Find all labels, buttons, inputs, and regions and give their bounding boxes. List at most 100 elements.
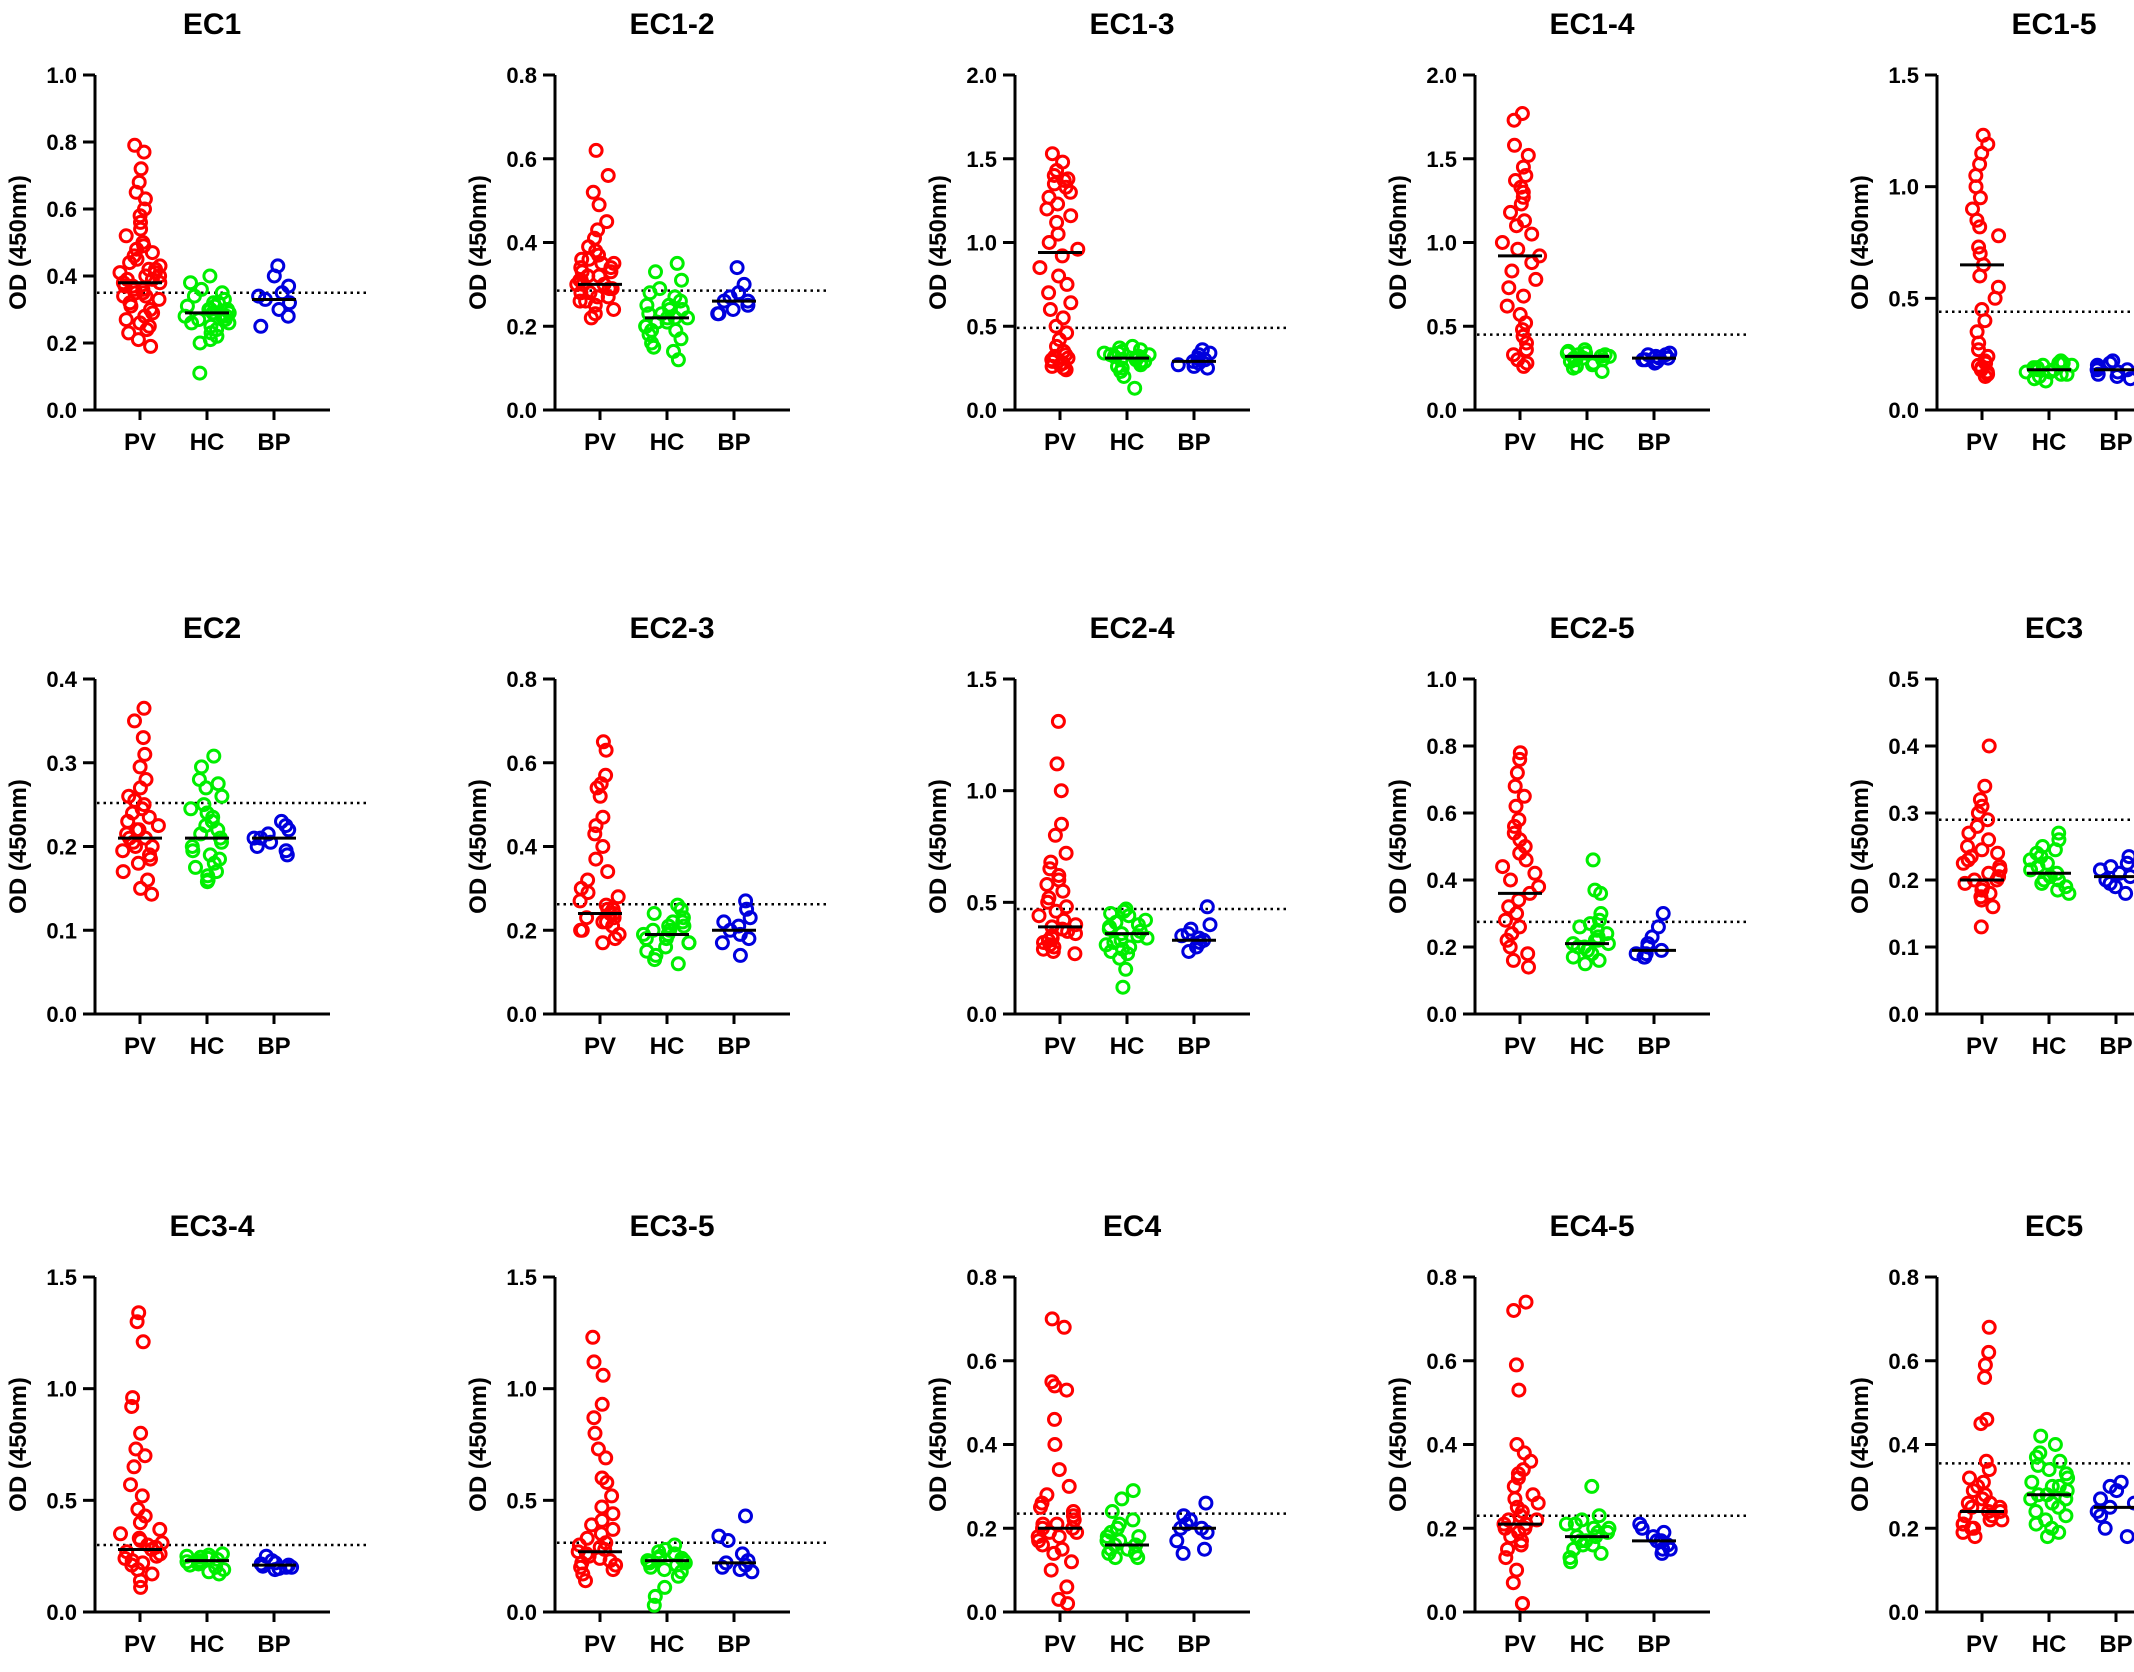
data-point-pv (1507, 1491, 1523, 1507)
data-point-pv (133, 221, 149, 237)
data-point-bp (744, 1564, 760, 1580)
data-point-pv (133, 161, 149, 177)
y-tick-label: 0.2 (506, 918, 537, 943)
data-point-hc (658, 931, 674, 947)
x-tick-label: PV (1044, 1631, 1076, 1658)
data-point-pv (1051, 268, 1067, 284)
chart-title: EC1-4 (1549, 8, 1634, 41)
x-tick-label: PV (1504, 429, 1536, 456)
chart-svg: EC2-4 OD (450nm) 0.0 0.5 1.0 1.5 PV HC BP (925, 612, 1290, 1060)
data-point-pv (1955, 855, 1971, 871)
data-point-pv (133, 214, 148, 230)
data-point-hc (1585, 852, 1601, 868)
chart-svg: EC1-3 OD (450nm) 0.0 0.5 1.0 1.5 2.0 PV HC BP (925, 8, 1290, 456)
data-point-hc (182, 1557, 198, 1573)
data-point-pv (1977, 313, 1993, 329)
data-point-pv (601, 281, 617, 297)
data-point-pv (1524, 226, 1540, 242)
data-point-hc (1565, 360, 1581, 376)
data-point-pv (1977, 778, 1993, 794)
chart-svg: EC4-5 OD (450nm) 0.0 0.2 0.4 0.6 0.8 PV HC BP (1385, 1210, 1750, 1658)
data-point-pv (1520, 147, 1536, 163)
data-point-bp (738, 1508, 753, 1524)
data-point-hc (2033, 1428, 2049, 1444)
x-tick-label: BP (1177, 1033, 1210, 1060)
data-point-pv (132, 759, 148, 775)
y-tick-label: 0.0 (46, 1600, 77, 1625)
y-tick-label: 0.5 (966, 890, 997, 915)
data-point-pv (1059, 1382, 1075, 1398)
data-point-hc (656, 1562, 672, 1578)
data-point-pv (1058, 362, 1074, 378)
data-point-bp (1655, 906, 1671, 921)
chart-panel-ec4-5: EC4-5 OD (450nm) 0.0 0.2 0.4 0.6 0.8 PV HC BP (1380, 1202, 1780, 1672)
data-point-bp (2107, 879, 2123, 895)
data-point-pv (1527, 865, 1543, 881)
data-point-bp (280, 308, 296, 324)
data-point-pv (1061, 1478, 1077, 1494)
data-point-pv (586, 1410, 602, 1426)
data-point-hc (2047, 1437, 2063, 1452)
y-tick-label: 0.0 (506, 1600, 537, 1625)
y-tick-label: 0.4 (1888, 1433, 1919, 1458)
data-point-bp (260, 826, 276, 842)
data-point-pv (1977, 369, 1993, 384)
y-tick-label: 0.0 (1888, 398, 1919, 423)
data-point-pv (1509, 906, 1525, 921)
data-point-bp (1654, 1545, 1670, 1561)
y-tick-label: 0.4 (46, 667, 77, 692)
data-point-hc (184, 315, 200, 331)
data-point-pv (604, 1488, 620, 1504)
data-point-pv (573, 1559, 589, 1575)
data-point-pv (136, 144, 152, 160)
data-point-pv (1047, 1437, 1063, 1452)
data-point-bp (725, 302, 741, 317)
x-tick-label: HC (1110, 1033, 1145, 1060)
data-point-pv (1971, 342, 1986, 358)
data-point-bp (1197, 1541, 1212, 1557)
data-point-hc (2059, 1483, 2075, 1499)
chart-svg: EC3-5 OD (450nm) 0.0 0.5 1.0 1.5 PV HC BP (465, 1210, 830, 1658)
chart-title: EC1-3 (1089, 8, 1174, 41)
data-point-bp (732, 947, 748, 963)
data-point-hc (2023, 1491, 2039, 1507)
x-tick-label: PV (584, 429, 616, 456)
data-point-pv (1985, 899, 2001, 915)
y-tick-label: 0.2 (46, 835, 77, 860)
chart-title: EC3-4 (169, 1210, 254, 1243)
data-point-pv (1508, 1357, 1524, 1373)
data-point-hc (185, 843, 201, 859)
y-tick-label: 2.0 (1426, 63, 1457, 88)
data-point-hc (206, 748, 222, 764)
data-point-bp (714, 935, 730, 951)
data-point-pv (1054, 816, 1069, 832)
data-point-pv (137, 746, 153, 762)
data-point-pv (1050, 226, 1066, 242)
x-tick-label: BP (2099, 429, 2132, 456)
data-point-hc (2052, 1453, 2068, 1469)
data-point-pv (1506, 112, 1522, 128)
chart-title: EC2-4 (1089, 612, 1174, 645)
data-point-pv (1494, 235, 1510, 250)
x-tick-label: BP (257, 1631, 290, 1658)
y-tick-label: 0.0 (966, 1600, 997, 1625)
y-tick-label: 0.4 (1426, 1433, 1457, 1458)
data-point-pv (118, 312, 134, 328)
data-point-bp (266, 268, 282, 284)
data-point-pv (1053, 783, 1069, 799)
data-point-pv (1507, 818, 1522, 834)
y-tick-label: 0.6 (1426, 1349, 1457, 1374)
data-point-pv (1044, 1311, 1060, 1327)
y-tick-label: 1.0 (1426, 667, 1457, 692)
data-point-bp (279, 847, 295, 863)
x-tick-label: HC (1110, 1631, 1145, 1658)
y-tick-label: 1.0 (46, 63, 77, 88)
data-point-pv (134, 1488, 150, 1504)
data-point-hc (1112, 950, 1128, 966)
y-tick-label: 0.8 (1888, 1265, 1919, 1290)
data-point-pv (599, 1475, 615, 1490)
chart-svg: EC3 OD (450nm) 0.0 0.1 0.2 0.3 0.4 0.5 PV HC BP (1847, 612, 2134, 1060)
x-tick-label: HC (2032, 1033, 2067, 1060)
chart-title: EC5 (2025, 1210, 2083, 1243)
data-point-pv (1978, 1453, 1994, 1469)
